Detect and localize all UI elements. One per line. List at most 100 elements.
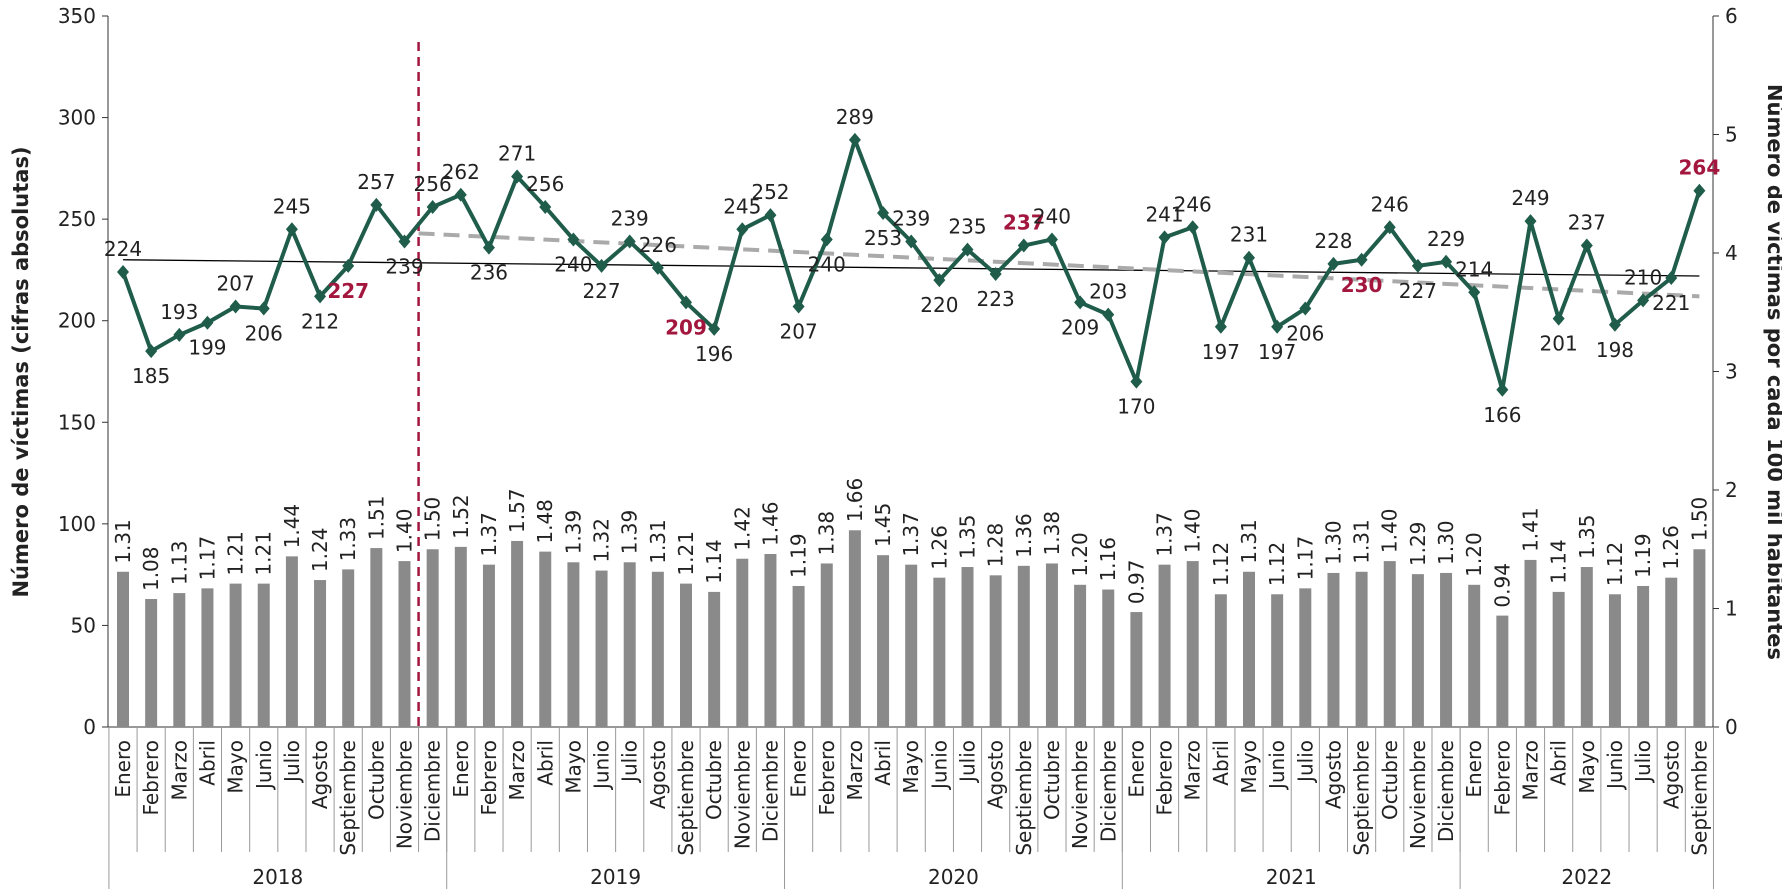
x-tick-label: Febrero — [1490, 740, 1514, 816]
line-value-label: 236 — [470, 261, 508, 285]
bar — [454, 546, 467, 727]
y2-tick-label: 4 — [1725, 241, 1738, 265]
bar-value-label: 1.16 — [1096, 537, 1120, 582]
line-value-label: 220 — [920, 293, 958, 317]
bar-value-label: 1.35 — [956, 514, 980, 559]
bar — [680, 583, 692, 727]
marker — [1496, 382, 1509, 397]
line-value-label: 239 — [385, 254, 423, 278]
x-tick-label: Octubre — [364, 740, 388, 820]
marker — [426, 199, 439, 214]
marker — [1468, 285, 1481, 300]
marker — [398, 234, 411, 249]
bar — [961, 567, 974, 727]
bar-value-label: 1.37 — [477, 512, 501, 557]
marker — [708, 321, 721, 336]
bar — [1271, 594, 1284, 727]
x-tick-label: Enero — [111, 740, 135, 798]
bar-value-label: 1.57 — [505, 488, 529, 533]
y-tick-label: 150 — [58, 410, 96, 434]
marker — [792, 299, 805, 314]
bar-value-label: 1.48 — [533, 499, 557, 544]
line-value-label: 170 — [1117, 395, 1155, 419]
x-tick-label: Mayo — [899, 740, 923, 794]
y2-tick-label: 3 — [1725, 360, 1738, 384]
marker — [370, 197, 383, 212]
bar — [1524, 559, 1537, 727]
x-tick-label: Octubre — [1040, 740, 1064, 820]
x-tick-label: Agosto — [646, 740, 670, 809]
line-value-label: 214 — [1455, 257, 1493, 281]
line-value-label: 240 — [808, 252, 846, 276]
line-value-label: 241 — [1145, 202, 1183, 226]
bar-value-label: 1.14 — [702, 539, 726, 584]
year-label: 2020 — [928, 865, 979, 889]
marker — [1214, 319, 1227, 334]
marker — [820, 232, 833, 247]
line-value-label: 246 — [1174, 192, 1212, 216]
x-tick-label: Marzo — [167, 740, 191, 800]
line-value-label: 207 — [217, 271, 255, 295]
x-tick-label: Septiembre — [1350, 740, 1374, 856]
bar — [173, 593, 186, 727]
bar — [1214, 594, 1227, 727]
bar-value-label: 1.08 — [139, 546, 163, 591]
x-tick-label: Julio — [956, 740, 980, 784]
y2-tick-label: 1 — [1725, 597, 1738, 621]
bar — [314, 580, 327, 727]
x-tick-label: Noviembre — [393, 740, 417, 849]
bar-value-label: 1.31 — [111, 519, 135, 564]
x-tick-label: Febrero — [815, 740, 839, 816]
marker — [1158, 230, 1171, 245]
bar-value-label: 0.97 — [1124, 560, 1148, 605]
x-tick-label: Agosto — [1321, 740, 1345, 809]
bar-value-label: 1.37 — [899, 512, 923, 557]
y-tick-label: 200 — [58, 309, 96, 333]
bar-value-label: 1.37 — [1153, 512, 1177, 557]
marker — [1102, 307, 1115, 322]
line-value-label: 196 — [695, 342, 733, 366]
line-value-label: 198 — [1596, 338, 1634, 362]
bar-value-label: 1.51 — [364, 496, 388, 541]
line-value-label: 256 — [414, 172, 452, 196]
y-tick-label: 100 — [58, 512, 96, 536]
bar — [567, 562, 580, 727]
x-tick-label: Octubre — [702, 740, 726, 820]
y-axis-title: Número de víctimas (cifras absolutas) — [9, 146, 33, 597]
marker — [1608, 317, 1621, 332]
line-value-label: 249 — [1511, 186, 1549, 210]
bar — [1496, 615, 1509, 727]
line-value-label: 253 — [864, 226, 902, 250]
marker — [1299, 301, 1312, 316]
line-value-label: 237 — [1003, 211, 1045, 235]
line-value-label: 227 — [327, 279, 369, 303]
line-value-label: 271 — [498, 141, 536, 165]
marker — [961, 242, 974, 257]
bar-value-label: 1.12 — [1603, 542, 1627, 587]
marker — [651, 260, 664, 275]
year-label: 2021 — [1266, 865, 1317, 889]
line-value-label: 230 — [1341, 273, 1383, 297]
bar — [1243, 571, 1255, 727]
x-tick-label: Julio — [618, 740, 642, 784]
x-tick-label: Febrero — [477, 740, 501, 816]
line-value-label: 227 — [582, 279, 620, 303]
bar-value-label: 1.21 — [674, 531, 698, 576]
bar — [117, 571, 129, 727]
bar — [989, 575, 1002, 727]
y2-tick-label: 5 — [1725, 123, 1738, 147]
x-tick-label: Febrero — [139, 740, 163, 816]
bar-value-label: 1.40 — [393, 509, 417, 554]
line-value-label: 193 — [160, 300, 198, 324]
marker — [173, 327, 186, 342]
x-tick-label: Abril — [195, 740, 219, 786]
bar — [398, 561, 411, 727]
marker — [482, 240, 495, 255]
x-tick-label: Diciembre — [1434, 740, 1458, 842]
bar — [905, 564, 918, 727]
marker — [623, 234, 636, 249]
marker — [567, 232, 580, 247]
line-value-label: 239 — [892, 206, 930, 230]
marker — [285, 222, 298, 237]
